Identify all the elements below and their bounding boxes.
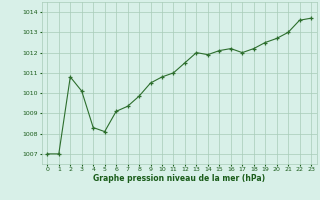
X-axis label: Graphe pression niveau de la mer (hPa): Graphe pression niveau de la mer (hPa) <box>93 174 265 183</box>
